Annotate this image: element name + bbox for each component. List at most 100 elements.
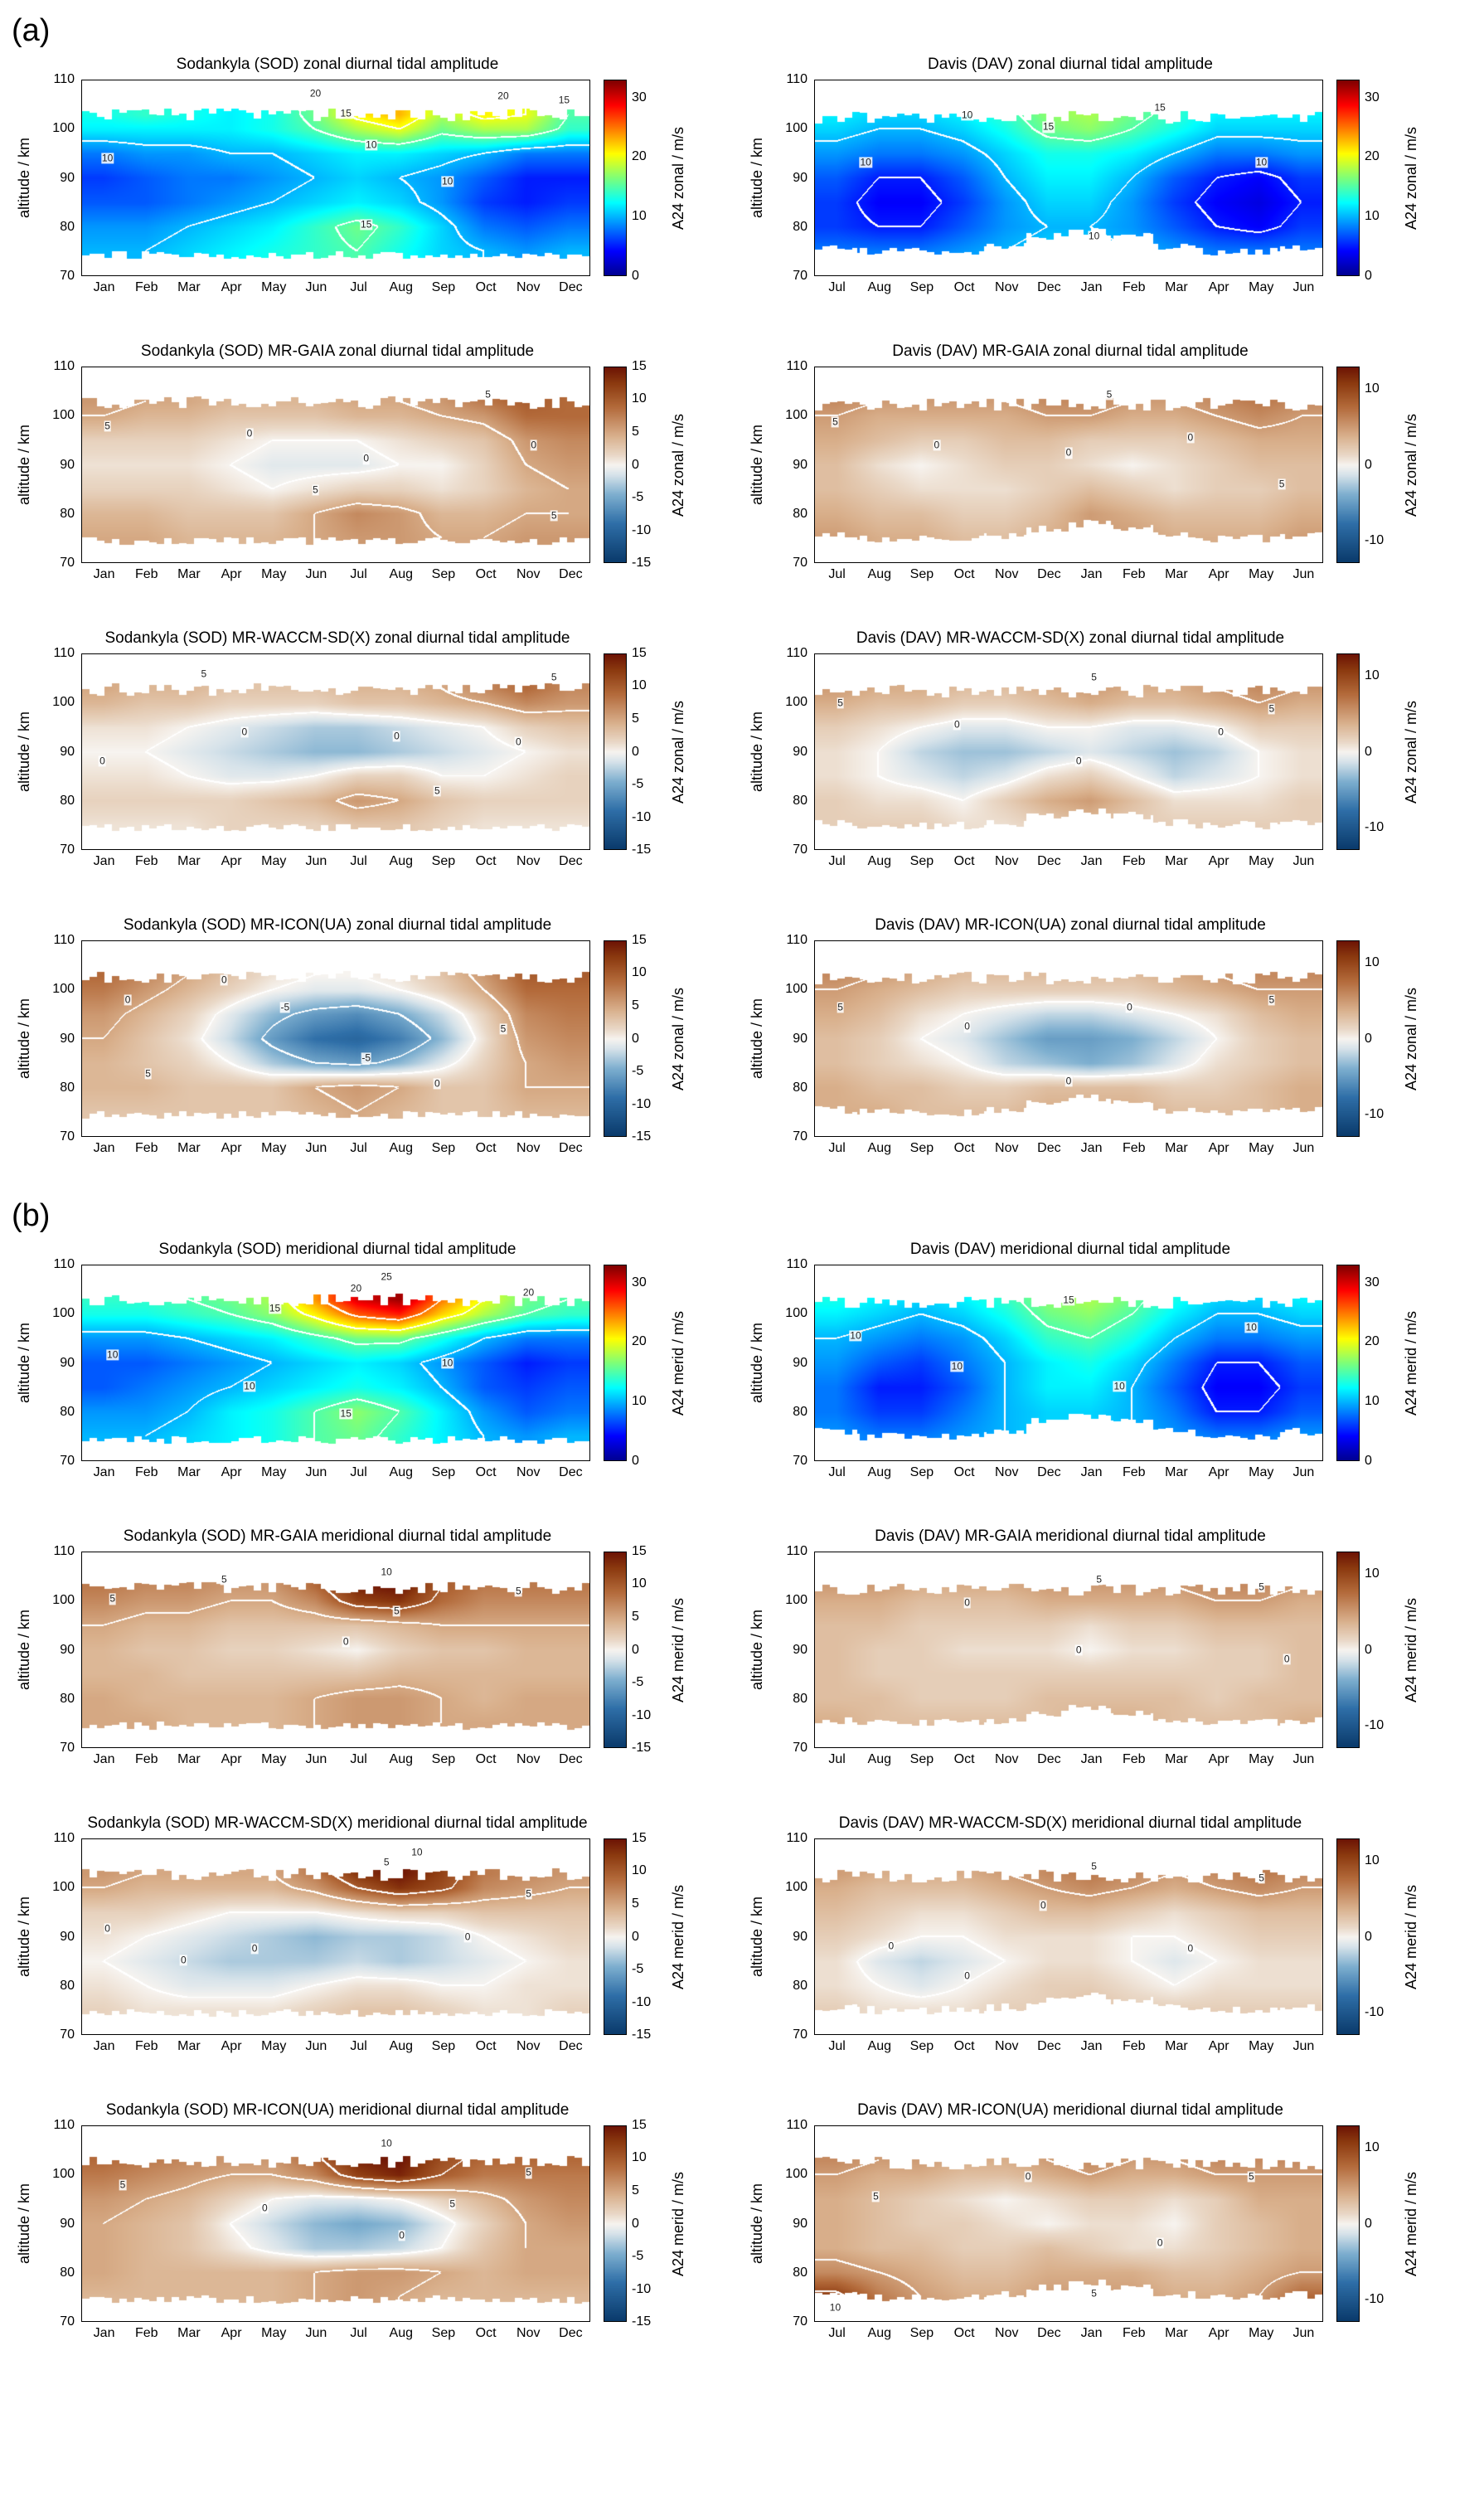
- x-axis-ticks: Jul Aug Sep Oct Nov Dec Jan Feb Mar Apr May Jun: [816, 1461, 1325, 1484]
- x-axis-ticks: Jan Feb Mar Apr May Jun Jul Aug Sep Oct Nov Dec: [83, 2322, 592, 2345]
- y-tick-label: 110: [786, 1257, 807, 1271]
- x-tick-label: Dec: [1037, 1752, 1061, 1766]
- x-tick-label: Jun: [1292, 854, 1315, 868]
- x-tick-label: Sep: [909, 1465, 934, 1479]
- subplot: Davis (DAV) MR-ICON(UA) meridional diurn…: [746, 2101, 1479, 2345]
- colorbar-tick-label: 5: [632, 711, 639, 726]
- y-axis-label: altitude / km: [16, 424, 32, 506]
- x-tick-label: Oct: [475, 854, 497, 868]
- x-tick-label: Apr: [221, 854, 242, 868]
- y-tick-label: 80: [793, 793, 807, 808]
- x-tick-label: Aug: [867, 1141, 891, 1155]
- colorbar-label: A24 merid / m/s: [670, 1597, 686, 1702]
- y-axis-label: altitude / km: [16, 137, 32, 219]
- contour-label: 20: [521, 1286, 536, 1299]
- contour-label: 15: [360, 218, 373, 231]
- contour-label: 10: [1244, 1321, 1258, 1333]
- x-tick-label: Nov: [995, 1141, 1019, 1155]
- x-tick-label: Mar: [1165, 854, 1188, 868]
- contour-label: 15: [339, 1407, 352, 1420]
- x-axis-ticks: Jan Feb Mar Apr May Jun Jul Aug Sep Oct Nov Dec: [83, 1137, 592, 1160]
- subplot-title: Sodankyla (SOD) meridional diurnal tidal…: [158, 1241, 516, 1258]
- x-tick-label: Jun: [305, 1465, 327, 1479]
- colorbar-gradient: [604, 1838, 627, 2035]
- x-tick-label: Sep: [431, 567, 456, 581]
- colorbar: 10 0 -10 A24 merid / m/s: [1336, 2125, 1423, 2322]
- contour-label: 10: [849, 1329, 862, 1342]
- y-tick-label: 90: [60, 457, 75, 472]
- contour-label: 5: [1090, 671, 1098, 683]
- subplot-title: Davis (DAV) MR-WACCM-SD(X) meridional di…: [838, 1814, 1302, 1832]
- subplot: Davis (DAV) zonal diurnal tidal amplitud…: [746, 56, 1479, 299]
- x-tick-label: Aug: [389, 2326, 413, 2340]
- x-tick-label: Sep: [431, 2039, 456, 2053]
- subplot-title: Sodankyla (SOD) MR-GAIA zonal diurnal ti…: [140, 342, 535, 360]
- colorbar-tick-label: -10: [632, 522, 652, 537]
- heatmap-canvas: [82, 80, 589, 275]
- x-tick-label: Oct: [953, 567, 975, 581]
- contour-label: 5: [832, 415, 839, 428]
- colorbar-gradient: [604, 80, 627, 276]
- colorbar-tick-label: 10: [632, 678, 647, 693]
- y-tick-label: 110: [786, 2118, 807, 2132]
- contour-label: 5: [1278, 478, 1286, 490]
- y-axis-ticks: 110 100 90 80 70: [768, 2118, 814, 2329]
- contour-label: 10: [380, 2137, 393, 2149]
- heatmap-plot: 5 0 0 0 5: [814, 940, 1323, 1137]
- y-tick-label: 100: [785, 695, 807, 710]
- colorbar-tick-label: 10: [1365, 955, 1380, 970]
- x-axis-ticks: Jul Aug Sep Oct Nov Dec Jan Feb Mar Apr May Jun: [816, 1137, 1325, 1160]
- heatmap-canvas: [815, 2126, 1322, 2321]
- x-tick-label: Oct: [953, 280, 975, 294]
- contour-label: 10: [1087, 230, 1101, 242]
- y-tick-label: 80: [60, 2265, 75, 2280]
- y-tick-label: 70: [793, 1741, 807, 1755]
- y-tick-label: 70: [60, 269, 75, 283]
- contour-label: 0: [250, 1942, 259, 1955]
- colorbar-ticks: 30 20 10 0: [1360, 80, 1399, 283]
- x-tick-label: Jun: [305, 1752, 327, 1766]
- x-tick-label: Mar: [1165, 2039, 1188, 2053]
- y-tick-label: 100: [52, 1593, 75, 1608]
- colorbar-label: A24 zonal / m/s: [670, 700, 686, 804]
- colorbar-gradient: [604, 367, 627, 563]
- y-tick-label: 70: [60, 2028, 75, 2042]
- subplot: Sodankyla (SOD) MR-GAIA meridional diurn…: [13, 1527, 746, 1771]
- colorbar-tick-label: -10: [1365, 2004, 1385, 2019]
- y-axis-ticks: 110 100 90 80 70: [768, 646, 814, 857]
- x-tick-label: Apr: [221, 280, 242, 294]
- colorbar-tick-label: 0: [632, 457, 639, 472]
- heatmap-plot: 5 0 0 5 0 5: [814, 653, 1323, 850]
- y-axis-label: altitude / km: [749, 137, 765, 219]
- colorbar-ticks: 30 20 10 0: [1360, 1265, 1399, 1468]
- y-tick-label: 100: [785, 1880, 807, 1895]
- x-tick-label: Sep: [909, 1141, 934, 1155]
- heatmap-plot: 10 10 15 10 10: [814, 1265, 1323, 1461]
- colorbar-canvas: [1337, 1839, 1359, 2034]
- colorbar-ticks: 15 10 5 0 -5 -10 -15: [627, 359, 667, 570]
- colorbar-canvas: [1337, 80, 1359, 275]
- subplot: Sodankyla (SOD) MR-WACCM-SD(X) zonal diu…: [13, 629, 746, 873]
- colorbar: 10 0 -10 A24 zonal / m/s: [1336, 653, 1423, 850]
- heatmap-canvas: [815, 1839, 1322, 2034]
- x-tick-label: Nov: [995, 567, 1019, 581]
- x-tick-label: Aug: [867, 1465, 891, 1479]
- colorbar-tick-label: 0: [1365, 2216, 1372, 2231]
- x-tick-label: Dec: [559, 1141, 583, 1155]
- x-tick-label: Jan: [1080, 1752, 1103, 1766]
- x-tick-label: Jul: [350, 854, 367, 868]
- heatmap-plot: 0 5 0 0 5 0 5: [81, 653, 590, 850]
- x-axis-ticks: Jan Feb Mar Apr May Jun Jul Aug Sep Oct Nov Dec: [83, 1461, 592, 1484]
- y-tick-label: 70: [793, 1129, 807, 1144]
- y-axis-label: altitude / km: [749, 1609, 765, 1691]
- x-tick-label: Oct: [475, 1465, 497, 1479]
- subplot-title: Davis (DAV) MR-ICON(UA) meridional diurn…: [857, 2101, 1283, 2119]
- subplot-title: Sodankyla (SOD) MR-WACCM-SD(X) meridiona…: [87, 1814, 588, 1832]
- contour-label: 0: [260, 2202, 269, 2214]
- colorbar-tick-label: 10: [1365, 381, 1380, 396]
- y-axis-ticks: 110 100 90 80 70: [768, 1257, 814, 1468]
- x-tick-label: May: [261, 854, 287, 868]
- x-tick-label: Aug: [867, 2039, 891, 2053]
- x-tick-label: Jan: [1080, 1141, 1103, 1155]
- contour-label: 0: [463, 1930, 472, 1943]
